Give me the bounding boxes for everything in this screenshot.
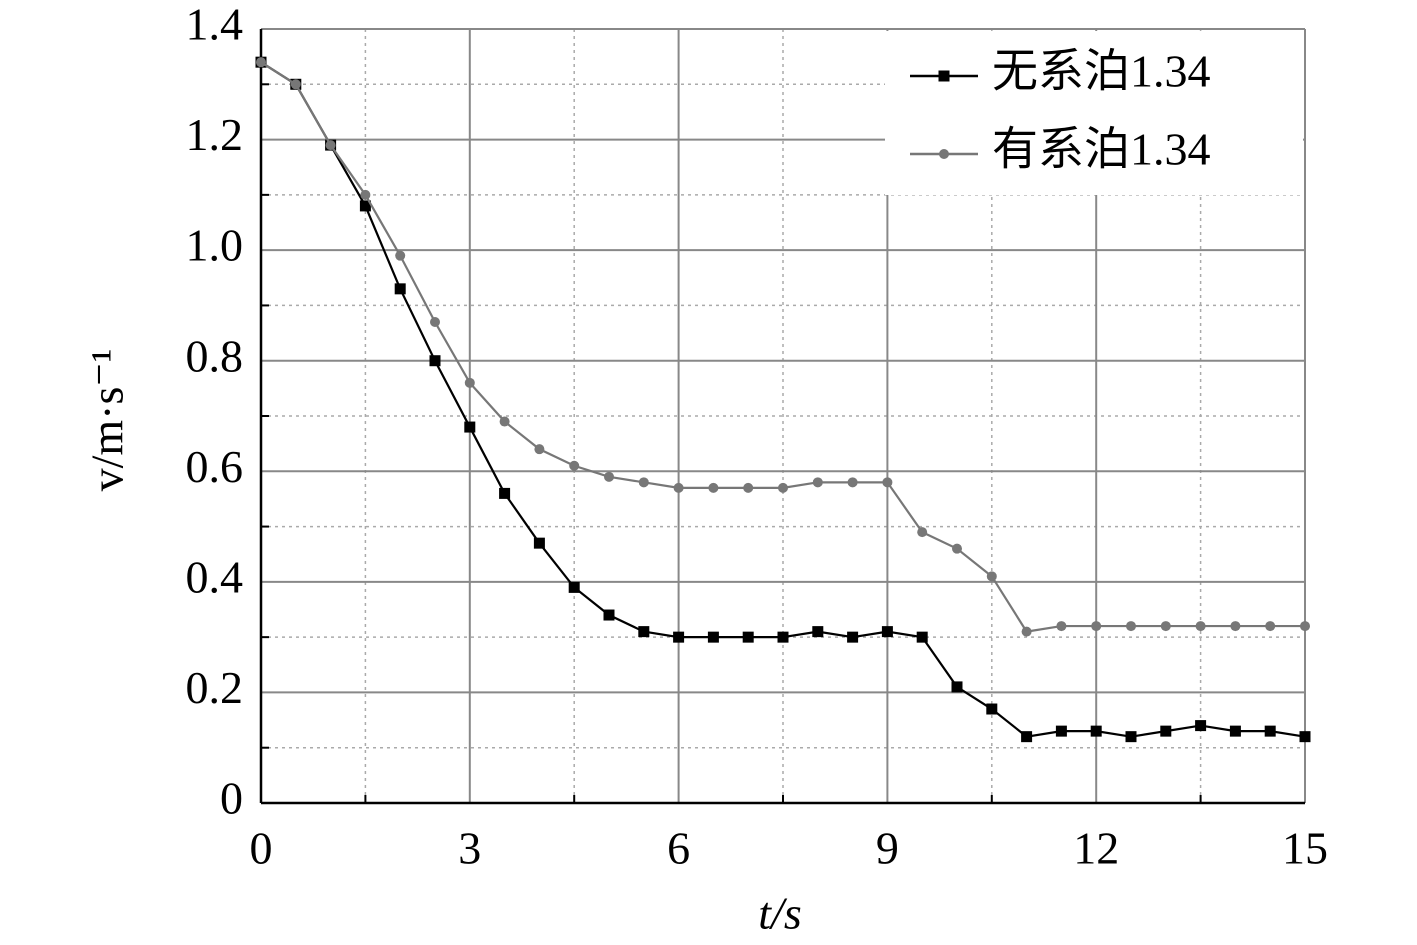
point — [917, 527, 928, 538]
point — [256, 57, 266, 68]
point — [847, 631, 859, 643]
x-tick-label: 6 — [667, 823, 690, 874]
point — [1195, 621, 1206, 632]
x-tick-label: 9 — [876, 823, 899, 874]
y-tick-label: 0.2 — [186, 662, 244, 713]
point — [499, 416, 510, 427]
x-tick-label: 15 — [1282, 823, 1328, 874]
point — [986, 703, 998, 715]
point — [1160, 725, 1172, 737]
point — [464, 377, 475, 388]
legend-label: 有系泊1.34 — [992, 124, 1211, 175]
point — [430, 317, 440, 328]
legend-label: 无系泊1.34 — [992, 46, 1211, 97]
point — [1056, 621, 1067, 632]
legend-marker — [939, 149, 949, 159]
point — [1125, 731, 1137, 743]
point — [603, 609, 615, 621]
point — [1090, 725, 1102, 737]
point — [568, 581, 580, 593]
point — [881, 626, 893, 638]
point — [708, 482, 719, 493]
point — [569, 460, 580, 471]
point — [395, 250, 406, 261]
point — [1126, 621, 1136, 632]
point — [533, 537, 545, 549]
point — [394, 283, 406, 295]
point — [1264, 725, 1276, 737]
point — [1160, 621, 1171, 632]
point — [951, 681, 963, 693]
point — [673, 482, 684, 493]
point — [1229, 725, 1241, 737]
point — [638, 626, 650, 638]
y-tick-label: 1.4 — [186, 0, 244, 50]
x-tick-label: 3 — [458, 823, 481, 874]
point — [1299, 731, 1311, 743]
point — [464, 421, 476, 433]
point — [673, 631, 685, 643]
x-tick-label: 0 — [250, 823, 273, 874]
y-tick-label: 0.6 — [186, 441, 244, 492]
x-tick-label: 12 — [1073, 823, 1119, 874]
point — [778, 482, 788, 493]
point — [1055, 725, 1067, 737]
point — [1300, 621, 1310, 632]
point — [986, 571, 997, 582]
y-axis-label: v/m·s⁻¹ — [82, 349, 133, 492]
point — [1091, 621, 1102, 632]
point — [812, 626, 824, 638]
point — [429, 355, 441, 367]
x-axis-label: t/s — [758, 888, 801, 939]
y-tick-label: 1.2 — [186, 109, 244, 160]
point — [360, 189, 371, 200]
point — [1195, 720, 1207, 732]
point — [1265, 621, 1276, 632]
y-tick-label: 1.0 — [186, 220, 244, 271]
point — [1021, 731, 1033, 743]
point — [1230, 621, 1241, 632]
point — [916, 631, 928, 643]
point — [290, 79, 301, 90]
point — [743, 482, 754, 493]
point — [812, 477, 823, 488]
point — [534, 444, 545, 455]
point — [638, 477, 649, 488]
y-tick-label: 0.4 — [186, 551, 244, 602]
point — [1021, 626, 1032, 637]
point — [777, 631, 789, 643]
point — [882, 477, 893, 488]
point — [742, 631, 754, 643]
y-tick-label: 0.8 — [186, 330, 244, 381]
legend-marker — [938, 70, 950, 82]
point — [847, 477, 858, 488]
point — [604, 471, 614, 482]
point — [707, 631, 719, 643]
y-tick-label: 0 — [220, 773, 243, 824]
point — [359, 200, 371, 212]
point — [499, 487, 511, 499]
legend-box — [885, 31, 1303, 195]
point — [325, 140, 336, 151]
point — [952, 543, 962, 554]
